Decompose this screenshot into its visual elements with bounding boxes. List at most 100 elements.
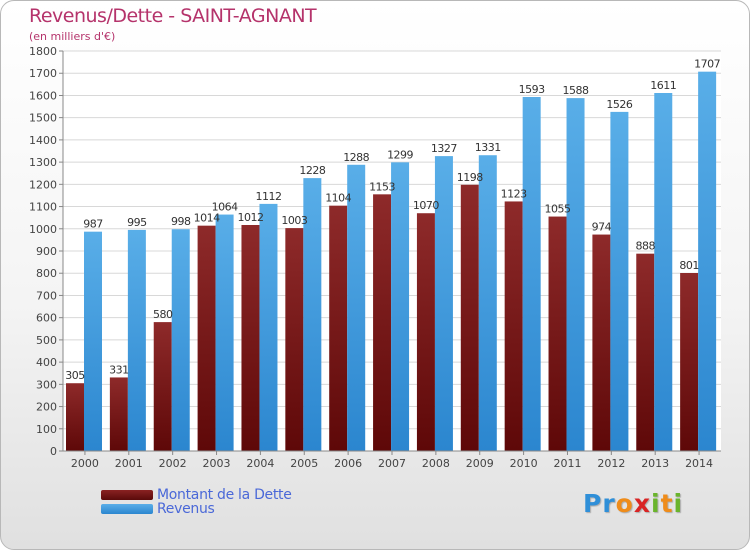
- bar-debt: [109, 377, 128, 451]
- bar-debt: [285, 228, 304, 451]
- y-tick-label: 700: [36, 289, 57, 302]
- x-tick-label: 2009: [466, 457, 494, 470]
- x-tick-label: 2005: [290, 457, 318, 470]
- bar-debt: [548, 216, 567, 451]
- legend-label-revenue: Revenus: [157, 501, 215, 517]
- bar-revenue: [171, 229, 190, 451]
- bar-revenue: [347, 164, 366, 451]
- logo-letter: o: [615, 489, 634, 518]
- bar-debt: [592, 234, 611, 451]
- bar-revenue: [698, 71, 717, 452]
- y-tick-label: 1500: [29, 112, 57, 125]
- data-label-debt: 1055: [545, 203, 571, 216]
- bar-debt: [373, 194, 392, 452]
- y-tick-label: 1600: [29, 89, 57, 102]
- data-label-revenue: 1707: [694, 58, 720, 71]
- bar-revenue: [522, 97, 541, 451]
- data-label-debt: 331: [109, 363, 129, 376]
- bar-debt: [66, 383, 84, 451]
- data-label-revenue: 1064: [212, 201, 238, 214]
- data-label-debt: 801: [679, 259, 699, 272]
- x-tick-label: 2000: [71, 457, 99, 470]
- data-label-debt: 888: [636, 240, 656, 253]
- y-tick-label: 300: [36, 378, 57, 391]
- x-tick-label: 2003: [203, 457, 231, 470]
- x-tick-label: 2010: [510, 457, 538, 470]
- x-tick-label: 2001: [115, 457, 143, 470]
- y-tick-label: 200: [36, 401, 57, 414]
- y-tick-label: 1100: [29, 201, 57, 214]
- y-tick-label: 100: [36, 423, 57, 436]
- data-label-revenue: 995: [127, 216, 147, 229]
- data-label-debt: 1198: [457, 171, 483, 184]
- y-tick-label: 1200: [29, 178, 57, 191]
- data-label-debt: 1153: [369, 180, 395, 193]
- y-tick-label: 600: [36, 312, 57, 325]
- bar-debt: [636, 253, 655, 451]
- bar-debt: [460, 184, 479, 451]
- data-label-revenue: 998: [171, 215, 191, 228]
- bar-revenue: [434, 156, 453, 451]
- bar-revenue: [127, 229, 146, 451]
- bar-debt: [241, 225, 260, 451]
- y-tick-label: 1400: [29, 134, 57, 147]
- legend-item-revenue: Revenus: [101, 501, 215, 517]
- bar-revenue: [391, 162, 410, 452]
- data-label-revenue: 1327: [431, 142, 457, 155]
- y-tick-label: 1000: [29, 223, 57, 236]
- data-label-revenue: 1611: [650, 79, 676, 92]
- data-label-revenue: 1299: [387, 148, 413, 161]
- x-tick-label: 2014: [685, 457, 713, 470]
- data-label-debt: 305: [65, 369, 85, 382]
- x-tick-label: 2004: [246, 457, 274, 470]
- data-label-revenue: 1526: [606, 98, 632, 111]
- data-label-revenue: 1588: [563, 84, 589, 97]
- y-tick-label: 1700: [29, 67, 57, 80]
- logo-letter: i: [673, 489, 684, 518]
- proxiti-logo: Proxiti: [583, 489, 683, 518]
- y-tick-label: 800: [36, 267, 57, 280]
- y-tick-label: 900: [36, 245, 57, 258]
- bar-debt: [416, 213, 435, 451]
- logo-letter: r: [602, 489, 616, 518]
- y-tick-label: 400: [36, 356, 57, 369]
- x-tick-label: 2012: [597, 457, 625, 470]
- data-label-revenue: 1288: [343, 151, 369, 164]
- logo-letter: P: [583, 489, 603, 518]
- bar-debt: [329, 205, 348, 451]
- data-label-debt: 1012: [237, 211, 263, 224]
- x-tick-label: 2011: [553, 457, 581, 470]
- chart-title: Revenus/Dette - SAINT-AGNANT: [29, 5, 317, 27]
- data-label-debt: 1014: [194, 212, 220, 225]
- bar-revenue: [259, 203, 278, 451]
- y-tick-label: 500: [36, 334, 57, 347]
- legend-swatch-debt: [101, 490, 153, 500]
- legend-item-debt: Montant de la Dette: [101, 487, 292, 503]
- bar-revenue: [478, 155, 497, 451]
- data-label-revenue: 987: [83, 218, 103, 231]
- bar-debt: [504, 201, 523, 451]
- logo-letter: t: [660, 489, 674, 518]
- bar-debt: [197, 225, 216, 451]
- data-label-debt: 1070: [413, 199, 439, 212]
- bar-debt: [153, 322, 172, 451]
- bar-debt: [680, 273, 699, 451]
- y-tick-label: 1300: [29, 156, 57, 169]
- bar-revenue: [215, 214, 234, 451]
- bar-revenue: [566, 98, 585, 451]
- logo-letter: i: [651, 489, 661, 518]
- data-label-revenue: 1112: [255, 190, 281, 203]
- x-tick-label: 2008: [422, 457, 450, 470]
- data-label-debt: 580: [153, 308, 173, 321]
- bar-revenue: [610, 111, 629, 451]
- data-label-revenue: 1331: [475, 141, 501, 154]
- data-label-debt: 1123: [501, 187, 527, 200]
- bar-revenue: [303, 178, 322, 451]
- x-tick-label: 2006: [334, 457, 362, 470]
- data-label-revenue: 1593: [519, 83, 545, 96]
- x-tick-label: 2002: [159, 457, 187, 470]
- bar-revenue: [84, 231, 102, 451]
- chart-subtitle: (en milliers d'€): [29, 30, 116, 43]
- legend-label-debt: Montant de la Dette: [157, 487, 292, 503]
- data-label-debt: 1003: [281, 214, 307, 227]
